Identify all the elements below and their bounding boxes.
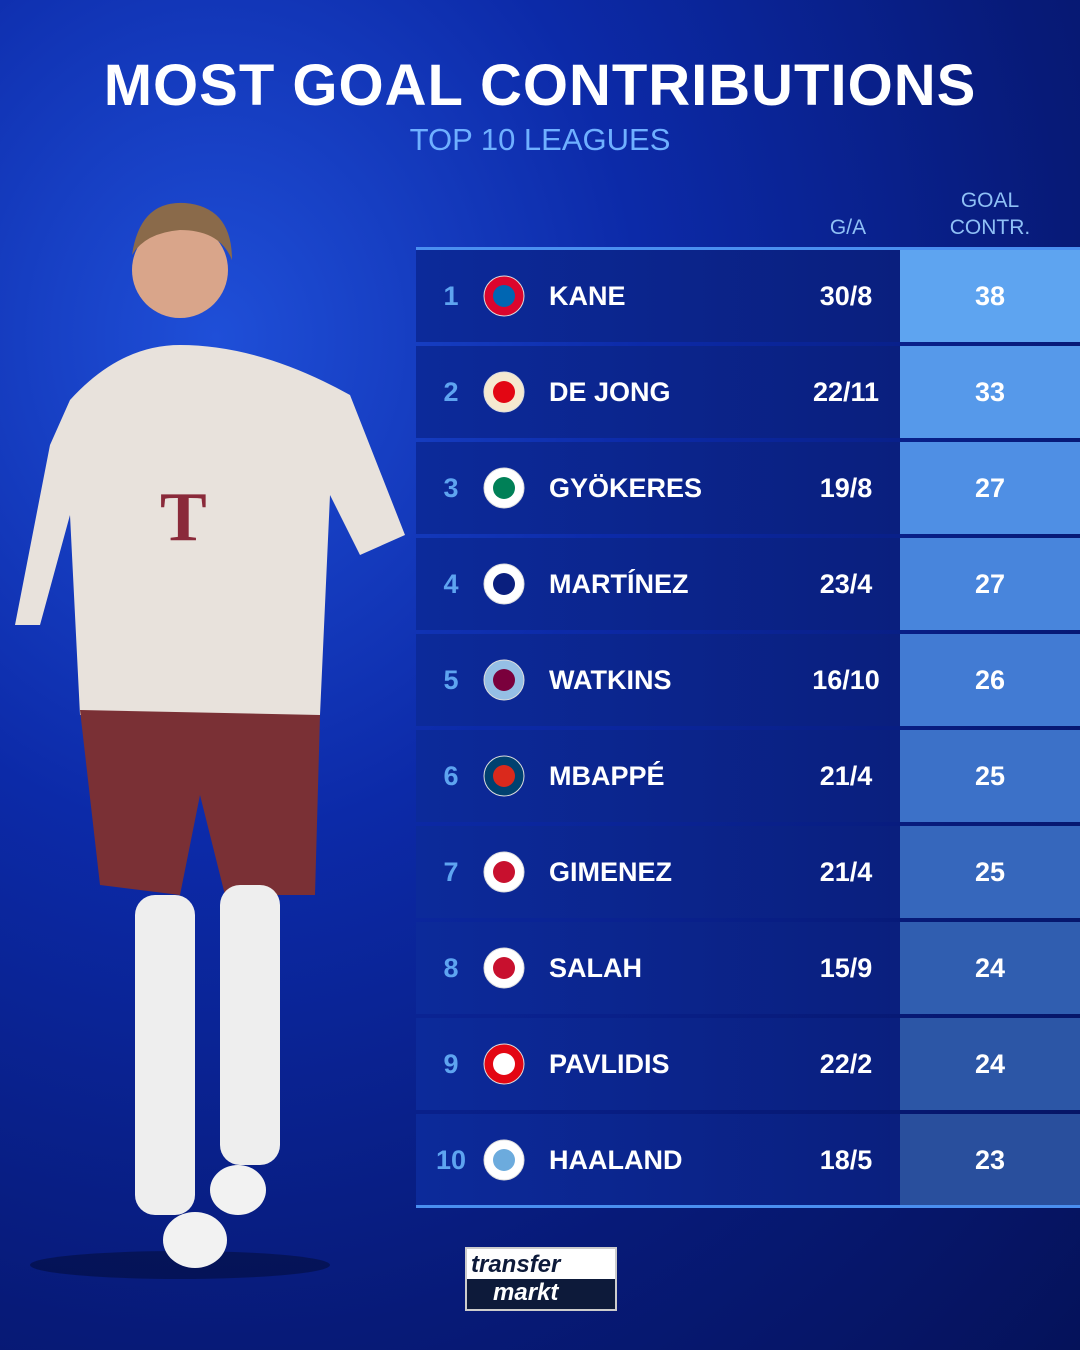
- goal-contributions: 25: [900, 826, 1080, 918]
- goal-contributions: 24: [900, 922, 1080, 1014]
- table-row: 3 GYÖKERES 19/8 27: [416, 442, 1080, 534]
- table-row: 7 GIMENEZ 21/4 25: [416, 826, 1080, 918]
- player-name: GYÖKERES: [549, 472, 703, 503]
- manchester-city-crest-icon: [483, 1139, 525, 1181]
- goal-contr-column-header: GOAL CONTR.: [900, 187, 1080, 241]
- goals-assists: 19/8: [819, 472, 873, 503]
- page-title: MOST GOAL CONTRIBUTIONS: [103, 53, 977, 118]
- player-name: SALAH: [549, 952, 642, 983]
- goals-assists: 16/10: [812, 664, 880, 695]
- goal-contr-header-line2: CONTR.: [949, 216, 1031, 239]
- table-row: 5 WATKINS 16/10 26: [416, 634, 1080, 726]
- rank: 6: [443, 760, 459, 791]
- goals-assists: 18/5: [819, 1144, 873, 1175]
- player-name: MBAPPÉ: [549, 760, 665, 791]
- goal-contributions: 38: [900, 250, 1080, 342]
- table-row: 9 PAVLIDIS 22/2 24: [416, 1018, 1080, 1110]
- rank: 9: [443, 1048, 459, 1079]
- goals-assists: 30/8: [819, 280, 873, 311]
- table-row: 2 DE JONG 22/11 33: [416, 346, 1080, 438]
- inter-milan-crest-icon: [483, 563, 525, 605]
- rank: 7: [443, 856, 459, 887]
- page-subtitle: TOP 10 LEAGUES: [409, 122, 671, 157]
- rank: 8: [443, 952, 459, 983]
- table-row: 6 MBAPPÉ 21/4 25: [416, 730, 1080, 822]
- goal-contributions: 23: [900, 1114, 1080, 1206]
- player-name: PAVLIDIS: [549, 1048, 670, 1079]
- feyenoord-crest-icon: [483, 851, 525, 893]
- sporting-cp-crest-icon: [483, 467, 525, 509]
- table-top-divider: [416, 247, 1080, 250]
- player-name: KANE: [549, 280, 626, 311]
- rank: 4: [443, 568, 459, 599]
- svg-text:T: T: [160, 479, 207, 556]
- transfermarkt-logo: transfer markt: [465, 1247, 617, 1311]
- bayern-munich-crest-icon: [483, 275, 525, 317]
- table-bottom-divider: [416, 1205, 1080, 1208]
- aston-villa-crest-icon: [483, 659, 525, 701]
- goal-contributions: 24: [900, 1018, 1080, 1110]
- goal-contributions: 26: [900, 634, 1080, 726]
- player-name: WATKINS: [549, 664, 672, 695]
- goal-contributions: 25: [900, 730, 1080, 822]
- table-row: 8 SALAH 15/9 24: [416, 922, 1080, 1014]
- player-name: HAALAND: [549, 1144, 683, 1175]
- goal-contr-header-line1: GOAL: [960, 189, 1020, 212]
- rank: 2: [443, 376, 459, 407]
- psv-crest-icon: [483, 371, 525, 413]
- goals-assists: 22/11: [812, 376, 880, 407]
- goal-contributions: 27: [900, 538, 1080, 630]
- goal-contributions: 33: [900, 346, 1080, 438]
- goals-assists: 21/4: [819, 856, 873, 887]
- player-name: GIMENEZ: [549, 856, 673, 887]
- table-row: 4 MARTÍNEZ 23/4 27: [416, 538, 1080, 630]
- rank: 1: [443, 280, 459, 311]
- goals-assists: 15/9: [819, 952, 873, 983]
- az-alkmaar-crest-icon: [483, 1043, 525, 1085]
- rank: 5: [443, 664, 459, 695]
- rank: 10: [435, 1144, 467, 1175]
- player-photo: T: [15, 202, 405, 1279]
- liverpool-crest-icon: [483, 947, 525, 989]
- goals-assists: 22/2: [819, 1048, 873, 1079]
- goals-assists: 21/4: [819, 760, 873, 791]
- ga-column-header: G/A: [829, 216, 867, 239]
- psg-crest-icon: [483, 755, 525, 797]
- table-row: 1 KANE 30/8 38: [416, 250, 1080, 342]
- player-name: DE JONG: [549, 376, 671, 407]
- rank: 3: [443, 472, 459, 503]
- table-row: 10 HAALAND 18/5 23: [416, 1114, 1080, 1206]
- player-name: MARTÍNEZ: [549, 568, 689, 599]
- goal-contributions: 27: [900, 442, 1080, 534]
- goals-assists: 23/4: [819, 568, 873, 599]
